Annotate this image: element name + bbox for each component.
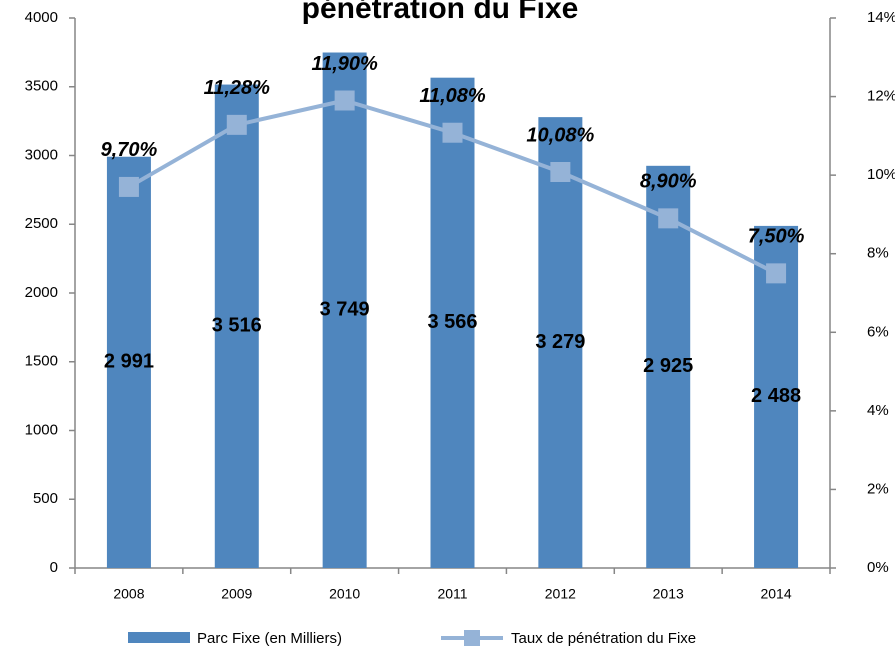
- line-marker: [226, 114, 247, 135]
- bar-label: 3 566: [427, 311, 477, 333]
- y-tick-label: 500: [33, 490, 58, 507]
- y-tick-label: 3000: [25, 146, 58, 163]
- y2-tick-label: 8%: [867, 245, 889, 262]
- x-tick-label: 2012: [545, 586, 576, 602]
- x-tick-label: 2010: [329, 586, 360, 602]
- line-marker: [118, 176, 139, 197]
- bar-label: 2 488: [751, 385, 801, 407]
- line-marker: [550, 162, 571, 182]
- y2-tick-label: 4%: [867, 402, 889, 419]
- x-tick-label: 2008: [113, 586, 144, 602]
- y-tick-label: 2000: [25, 284, 58, 301]
- line-label: 11,28%: [204, 77, 271, 99]
- x-tick-label: 2014: [760, 586, 791, 602]
- legend-swatch: [464, 630, 480, 646]
- bar: [538, 117, 583, 568]
- legend-swatch: [128, 632, 190, 643]
- y-tick-label: 0: [50, 559, 58, 576]
- legend-label: Taux de pénétration du Fixe: [511, 630, 696, 647]
- y-tick-label: 1500: [25, 353, 58, 370]
- y2-tick-label: 14%: [867, 9, 895, 26]
- line-marker: [658, 208, 679, 229]
- y2-tick-label: 6%: [867, 323, 889, 340]
- bar-label: 3 516: [212, 315, 262, 337]
- bar-label: 3 279: [535, 331, 585, 353]
- line-marker: [766, 263, 787, 284]
- y-tick-label: 4000: [25, 9, 58, 26]
- line-label: 7,50%: [748, 226, 805, 248]
- bar: [322, 52, 367, 568]
- line-label: 9,70%: [101, 139, 158, 161]
- bar: [430, 77, 475, 569]
- x-tick-label: 2011: [437, 586, 467, 602]
- line-marker: [334, 90, 355, 111]
- bar-label: 3 749: [320, 299, 370, 321]
- y2-tick-label: 10%: [867, 166, 895, 183]
- bar-label: 2 991: [104, 351, 154, 373]
- line-label: 8,90%: [640, 171, 697, 193]
- line-label: 10,08%: [526, 124, 594, 146]
- chart-title: pénétration du Fixe: [302, 0, 579, 25]
- y-tick-label: 1000: [25, 421, 58, 438]
- y-tick-label: 3500: [25, 78, 58, 95]
- line-marker: [442, 122, 463, 143]
- bar: [646, 165, 691, 568]
- line-label: 11,90%: [311, 53, 378, 75]
- x-tick-label: 2009: [221, 586, 252, 602]
- y2-tick-label: 0%: [867, 559, 889, 576]
- y2-tick-label: 12%: [867, 88, 895, 105]
- bar: [106, 156, 151, 569]
- bar: [214, 84, 259, 569]
- bar-label: 2 925: [643, 355, 693, 377]
- y-tick-label: 2500: [25, 215, 58, 232]
- y2-tick-label: 2%: [867, 480, 889, 497]
- x-tick-label: 2013: [653, 586, 684, 602]
- legend-label: Parc Fixe (en Milliers): [197, 630, 342, 647]
- line-label: 11,08%: [419, 85, 486, 107]
